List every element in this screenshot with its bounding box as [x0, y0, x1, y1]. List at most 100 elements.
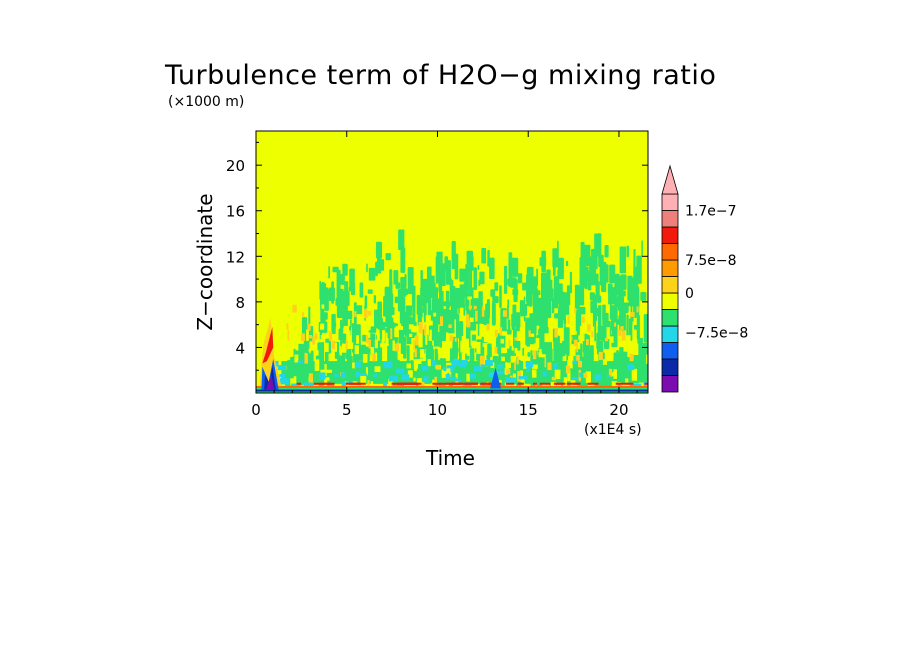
- contour-patch: [571, 330, 575, 336]
- contour-patch: [505, 337, 510, 349]
- contour-patch: [527, 352, 531, 357]
- contour-patch: [518, 376, 528, 380]
- contour-patch: [563, 318, 567, 325]
- contour-patch: [445, 290, 450, 320]
- contour-patch: [431, 360, 436, 366]
- colorbar-swatch: [661, 226, 679, 244]
- surface-layer: [532, 382, 538, 385]
- contour-patch: [470, 299, 474, 318]
- contour-patch: [576, 354, 580, 361]
- surface-layer: [451, 382, 468, 385]
- contour-patch: [546, 269, 551, 281]
- contour-patch: [319, 280, 321, 300]
- contour-patch: [414, 348, 417, 358]
- contour-patch: [345, 339, 348, 350]
- contour-patch: [505, 362, 512, 369]
- contour-patch: [456, 313, 460, 339]
- contour-patch: [525, 360, 534, 367]
- surface-layer: [327, 382, 335, 385]
- contour-patch: [580, 241, 585, 260]
- contour-patch: [358, 373, 367, 376]
- contour-patch: [522, 347, 525, 356]
- initial-feature: [262, 326, 274, 364]
- contour-patch: [606, 375, 611, 378]
- contour-patch: [565, 260, 569, 267]
- contour-patch: [308, 334, 312, 339]
- colorbar-swatch: [661, 243, 679, 261]
- contour-patch: [404, 274, 407, 288]
- contour-patch: [598, 254, 604, 267]
- contour-patch: [355, 371, 360, 378]
- contour-patch: [585, 266, 589, 282]
- contour-patch: [343, 325, 349, 334]
- contour-patch: [557, 291, 565, 302]
- contour-patch: [574, 307, 577, 314]
- contour-patch: [381, 339, 385, 348]
- contour-patch: [610, 348, 614, 359]
- contour-patch: [473, 305, 477, 310]
- surface-layer: [566, 382, 581, 385]
- colorbar-swatch: [661, 309, 679, 327]
- contour-patch: [618, 329, 622, 337]
- contour-patch: [339, 347, 342, 356]
- contour-patch: [490, 289, 496, 297]
- contour-patch: [466, 350, 470, 356]
- contour-patch: [568, 355, 573, 364]
- contour-patch: [363, 309, 368, 319]
- contour-patch: [340, 323, 344, 340]
- contour-patch: [500, 338, 505, 344]
- contour-patch: [595, 281, 600, 297]
- contour-patch: [526, 278, 528, 303]
- contour-patch: [407, 267, 414, 295]
- contour-patch: [502, 310, 507, 317]
- contour-patch: [321, 282, 325, 299]
- surface-layer: [644, 382, 648, 385]
- contour-patch: [407, 370, 413, 378]
- contour-patch: [572, 360, 577, 364]
- contour-patch: [308, 348, 311, 352]
- contour-patch: [372, 374, 378, 378]
- contour-patch: [331, 313, 336, 335]
- contour-patch: [409, 333, 413, 337]
- contour-patch: [385, 327, 388, 333]
- y-tick-label: 16: [226, 203, 245, 221]
- contour-patch: [488, 326, 492, 339]
- contour-patch: [610, 290, 612, 302]
- contour-patch: [425, 302, 427, 316]
- contour-patch: [356, 335, 360, 344]
- contour-patch: [612, 312, 616, 333]
- contour-patch: [526, 317, 532, 328]
- contour-patch: [281, 331, 286, 337]
- contour-patch: [320, 334, 324, 340]
- contour-patch: [567, 369, 571, 382]
- surface-layer: [480, 382, 491, 385]
- contour-patch: [328, 266, 330, 279]
- contour-patch: [528, 330, 531, 337]
- contour-patch: [515, 315, 520, 332]
- contour-patch: [626, 335, 631, 345]
- surface-layer: [615, 382, 634, 385]
- contour-patch: [447, 341, 450, 353]
- contour-patch: [421, 381, 425, 388]
- contour-patch: [312, 336, 316, 345]
- colorbar-swatch: [661, 259, 679, 277]
- contour-patch: [290, 378, 295, 386]
- x-tick-label: 20: [609, 401, 628, 419]
- x-tick-label: 15: [519, 401, 538, 419]
- contour-patch: [542, 371, 547, 377]
- contour-patch: [490, 367, 501, 389]
- contour-patch: [554, 313, 559, 319]
- contour-patch: [567, 360, 573, 369]
- contour-patch: [565, 365, 571, 374]
- contour-patch: [514, 360, 516, 370]
- contour-patch: [501, 331, 508, 336]
- contour-patch: [413, 339, 415, 351]
- contour-patch: [328, 331, 333, 341]
- contour-patch: [469, 268, 473, 297]
- contour-patch: [448, 324, 452, 328]
- contour-patch: [470, 321, 477, 331]
- contour-patch: [280, 378, 289, 385]
- contour-patch: [511, 314, 515, 331]
- contour-patch: [430, 309, 434, 321]
- contour-patch: [340, 273, 345, 285]
